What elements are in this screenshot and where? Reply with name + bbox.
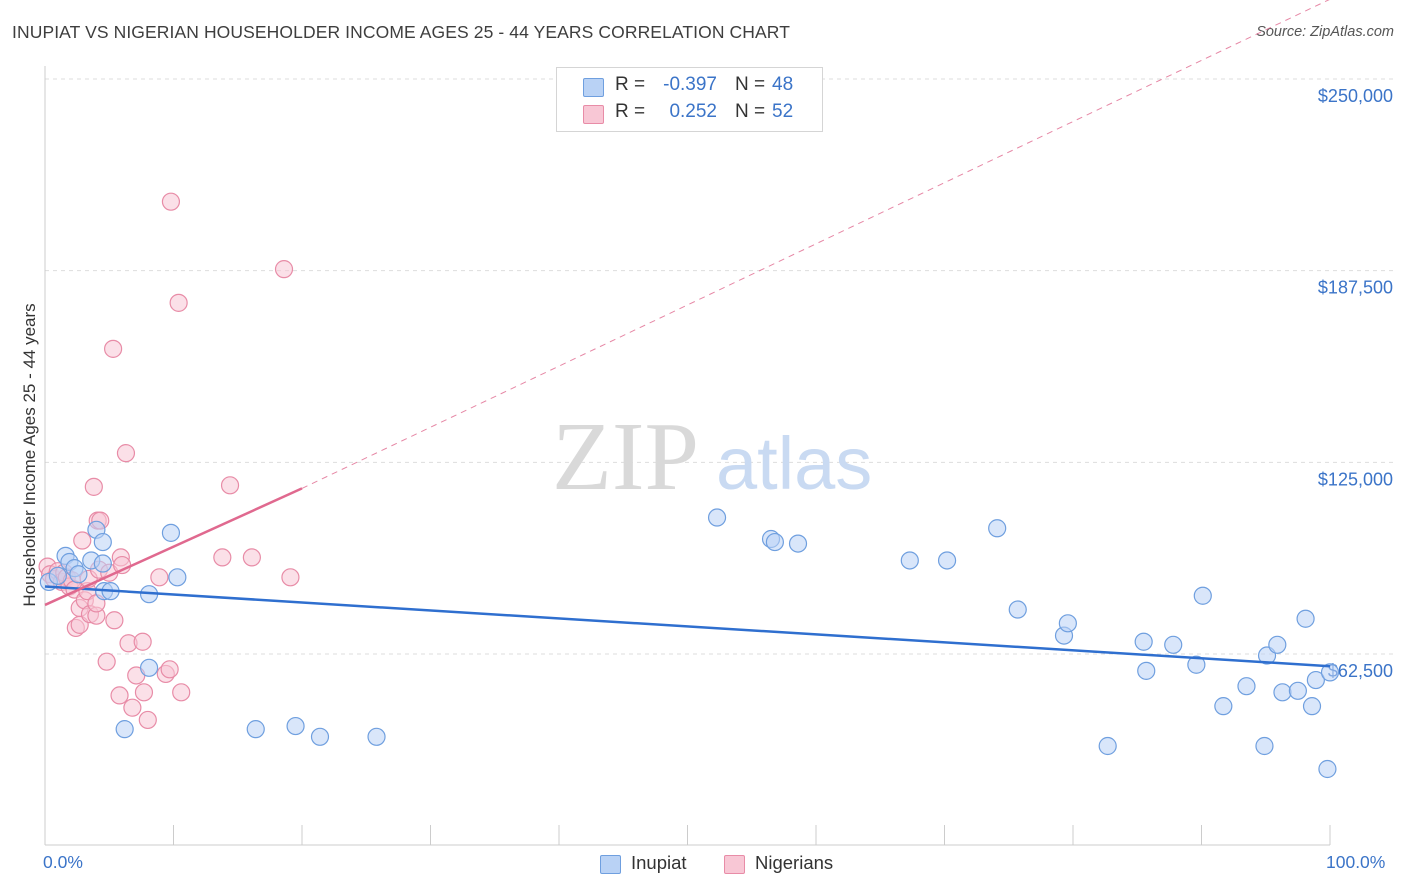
nigerians-point-41: [161, 192, 181, 211]
legend-r-label: R =: [615, 74, 646, 95]
inupiat-point-37: [1214, 697, 1233, 716]
inupiat-point-45: [1302, 697, 1322, 716]
inupiat-point-31: [1098, 736, 1117, 756]
inupiat-point-36: [1193, 586, 1212, 605]
inupiat-point-38: [1237, 677, 1256, 696]
inupiat-point-12: [115, 720, 134, 739]
nigerians-legend-swatch: [724, 855, 745, 874]
y-tick-label-0: $62,500: [1328, 661, 1393, 681]
legend-n-value: 48: [772, 74, 794, 95]
inupiat-point-48: [1318, 759, 1337, 779]
legend-n-label: N =: [735, 74, 766, 95]
watermark-atlas: atlas: [716, 422, 872, 505]
nigerians-point-37: [138, 710, 157, 730]
nigerians-point-24: [97, 652, 116, 671]
inupiat-trend-line: [44, 585, 1331, 668]
gridlines: [45, 78, 1395, 655]
nigerians-point-46: [242, 548, 261, 567]
nigerians-point-47: [274, 260, 294, 279]
nigerians-point-38: [150, 568, 169, 587]
inupiat-point-43: [1288, 681, 1307, 700]
inupiat-point-18: [286, 716, 305, 736]
inupiat-point-41: [1268, 635, 1287, 654]
inupiat-point-44: [1296, 609, 1315, 628]
inupiat-point-20: [367, 727, 386, 746]
nigerians-point-36: [134, 683, 154, 702]
legend-r-label: R =: [615, 101, 646, 122]
trend-lines: [44, 0, 1331, 668]
y-tick-label-2: $187,500: [1318, 278, 1393, 298]
inupiat-point-21: [707, 508, 727, 527]
nigerians-point-18: [84, 477, 103, 496]
legend-n-label: N =: [735, 101, 766, 122]
nigerians-point-45: [220, 476, 240, 495]
inupiat-point-13: [139, 658, 159, 677]
inupiat-point-24: [788, 534, 808, 553]
x-tick-label-max: 100.0%: [1326, 852, 1386, 872]
nigerians-point-44: [213, 548, 232, 567]
inupiat-point-32: [1134, 632, 1153, 651]
nigerians-points: [38, 192, 300, 730]
chart-title: INUPIAT VS NIGERIAN HOUSEHOLDER INCOME A…: [12, 22, 791, 42]
nigerians-point-40: [160, 660, 179, 679]
inupiat-point-46: [1306, 670, 1325, 690]
inupiat-point-39: [1255, 736, 1274, 756]
nigerians-point-35: [133, 632, 152, 651]
inupiat-point-19: [310, 727, 330, 746]
nigerians-point-48: [281, 568, 300, 587]
inupiat-point-26: [937, 551, 957, 570]
nigerians-point-42: [169, 293, 188, 312]
inupiat-point-7: [93, 554, 112, 573]
legend-row-nigerians: R = 0.252 N = 52: [557, 101, 822, 127]
nigerians-swatch: [583, 105, 604, 124]
nigerians-trend-extension: [301, 0, 1330, 489]
inupiat-point-27: [988, 519, 1007, 538]
nigerians-point-13: [73, 531, 92, 550]
x-tick-label-min: 0.0%: [43, 852, 83, 872]
legend-row-inupiat: R = -0.397 N = 48: [557, 74, 822, 100]
axes: [44, 66, 1331, 846]
inupiat-point-15: [161, 523, 181, 542]
nigerians-point-28: [110, 686, 129, 705]
inupiat-point-1: [48, 566, 67, 585]
nigerians-point-31: [116, 444, 136, 463]
inupiat-point-9: [93, 532, 112, 552]
inupiat-point-42: [1273, 683, 1292, 702]
legend-r-value: -0.397: [663, 74, 717, 95]
legend-n-value: 52: [772, 101, 794, 122]
source-label: Source: ZipAtlas.com: [1256, 24, 1394, 40]
y-tick-labels: $62,500 $125,000 $187,500 $250,000: [1318, 86, 1393, 681]
inupiat-point-23: [765, 532, 784, 552]
y-tick-label-3: $250,000: [1318, 86, 1393, 106]
nigerians-legend-label: Nigerians: [755, 852, 834, 873]
inupiat-point-5: [69, 565, 88, 584]
inupiat-legend-label: Inupiat: [631, 852, 687, 873]
inupiat-point-34: [1164, 635, 1183, 654]
inupiat-points: [39, 508, 1340, 779]
y-tick-label-1: $125,000: [1318, 469, 1393, 489]
inupiat-point-47: [1320, 663, 1340, 682]
inupiat-point-25: [900, 551, 919, 570]
inupiat-legend-swatch: [600, 855, 621, 874]
watermark-zip: ZIP: [552, 403, 699, 511]
inupiat-point-16: [168, 568, 187, 587]
inupiat-point-35: [1187, 655, 1206, 674]
inupiat-point-28: [1008, 600, 1027, 619]
nigerians-point-43: [172, 683, 191, 702]
nigerians-trend-line: [44, 487, 303, 607]
inupiat-swatch: [583, 78, 604, 97]
nigerians-point-26: [104, 339, 123, 358]
nigerians-point-27: [105, 611, 124, 630]
legend-r-value: 0.252: [669, 101, 717, 122]
watermark: ZIP atlas: [552, 403, 872, 511]
inupiat-point-33: [1137, 661, 1156, 680]
stats-legend: R = -0.397 N = 48 R = 0.252 N = 52: [556, 67, 823, 132]
nigerians-point-33: [123, 698, 142, 717]
inupiat-point-30: [1058, 614, 1077, 633]
inupiat-point-17: [246, 720, 265, 739]
